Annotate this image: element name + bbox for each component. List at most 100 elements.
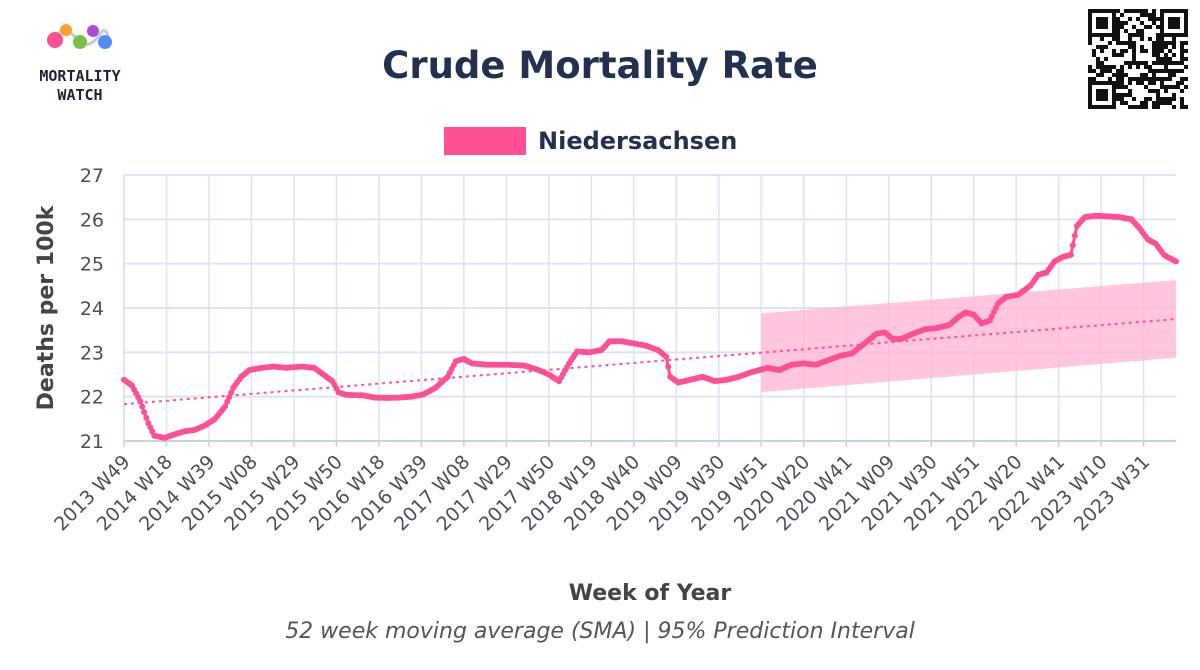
qr-module — [1108, 77, 1112, 81]
qr-module — [1160, 69, 1164, 73]
qr-module — [1184, 29, 1188, 33]
qr-module — [1088, 101, 1092, 105]
qr-module — [1104, 69, 1108, 73]
qr-module — [1164, 69, 1168, 73]
qr-module — [1088, 69, 1092, 73]
qr-module — [1092, 53, 1096, 57]
qr-module — [1140, 9, 1144, 13]
x-axis-title: Week of Year — [569, 581, 732, 606]
qr-module — [1104, 57, 1108, 61]
qr-module — [1168, 9, 1172, 13]
qr-module — [1112, 33, 1116, 37]
qr-module — [1172, 97, 1176, 101]
qr-module — [1148, 89, 1152, 93]
qr-module — [1104, 33, 1108, 37]
qr-module — [1144, 49, 1148, 53]
qr-module — [1116, 41, 1120, 45]
qr-module — [1124, 101, 1128, 105]
qr-module — [1132, 77, 1136, 81]
qr-module — [1164, 97, 1168, 101]
qr-module — [1180, 81, 1184, 85]
qr-module — [1168, 57, 1172, 61]
qr-module — [1152, 17, 1156, 21]
qr-module — [1120, 97, 1124, 101]
qr-module — [1144, 73, 1148, 77]
qr-module — [1140, 81, 1144, 85]
qr-module — [1088, 29, 1092, 33]
qr-module — [1164, 61, 1168, 65]
qr-module — [1104, 105, 1108, 109]
qr-module — [1152, 61, 1156, 65]
y-axis-ticks: 21 22 23 24 25 26 27 — [80, 165, 104, 453]
qr-module — [1100, 97, 1104, 101]
qr-module — [1160, 21, 1164, 25]
qr-module — [1180, 57, 1184, 61]
qr-module — [1148, 13, 1152, 17]
qr-module — [1164, 57, 1168, 61]
qr-module — [1180, 101, 1184, 105]
qr-module — [1116, 85, 1120, 89]
qr-module — [1168, 41, 1172, 45]
qr-module — [1136, 65, 1140, 69]
qr-module — [1128, 105, 1132, 109]
qr-module — [1140, 13, 1144, 17]
qr-module — [1088, 77, 1092, 81]
qr-module — [1132, 33, 1136, 37]
qr-module — [1136, 81, 1140, 85]
qr-module — [1096, 45, 1100, 49]
qr-module — [1160, 29, 1164, 33]
qr-module — [1180, 97, 1184, 101]
qr-module — [1104, 97, 1108, 101]
y-tick-label: 25 — [80, 254, 104, 276]
qr-module — [1128, 77, 1132, 81]
qr-module — [1120, 65, 1124, 69]
qr-module — [1088, 105, 1092, 109]
qr-module — [1104, 81, 1108, 85]
qr-module — [1128, 81, 1132, 85]
qr-module — [1180, 41, 1184, 45]
qr-module — [1144, 77, 1148, 81]
qr-module — [1092, 33, 1096, 37]
legend-swatch-niedersachsen — [444, 127, 526, 155]
qr-module — [1124, 9, 1128, 13]
qr-module — [1124, 41, 1128, 45]
qr-module — [1096, 61, 1100, 65]
qr-module — [1112, 53, 1116, 57]
qr-module — [1104, 45, 1108, 49]
qr-module — [1112, 17, 1116, 21]
qr-module — [1172, 33, 1176, 37]
data-point — [143, 414, 150, 421]
logo-line-1: MORTALITY — [39, 67, 120, 85]
qr-module — [1156, 89, 1160, 93]
qr-module — [1156, 53, 1160, 57]
qr-module — [1176, 9, 1180, 13]
data-point — [224, 398, 231, 405]
qr-module — [1140, 29, 1144, 33]
qr-module — [1092, 9, 1096, 13]
qr-module — [1164, 9, 1168, 13]
qr-module — [1120, 93, 1124, 97]
qr-module — [1128, 37, 1132, 41]
data-point — [137, 398, 144, 405]
data-point — [226, 394, 233, 401]
qr-module — [1132, 61, 1136, 65]
qr-module — [1112, 13, 1116, 17]
qr-module — [1120, 73, 1124, 77]
qr-module — [1120, 53, 1124, 57]
qr-module — [1128, 17, 1132, 21]
qr-module — [1156, 33, 1160, 37]
qr-module — [1156, 45, 1160, 49]
qr-module — [1116, 73, 1120, 77]
qr-module — [1144, 85, 1148, 89]
qr-module — [1088, 33, 1092, 37]
qr-module — [1184, 9, 1188, 13]
qr-module — [1140, 49, 1144, 53]
qr-module — [1128, 65, 1132, 69]
data-point — [1069, 242, 1076, 249]
qr-module — [1132, 9, 1136, 13]
qr-module — [1112, 29, 1116, 33]
qr-module — [1168, 97, 1172, 101]
data-point — [1071, 232, 1078, 239]
qr-module — [1172, 41, 1176, 45]
